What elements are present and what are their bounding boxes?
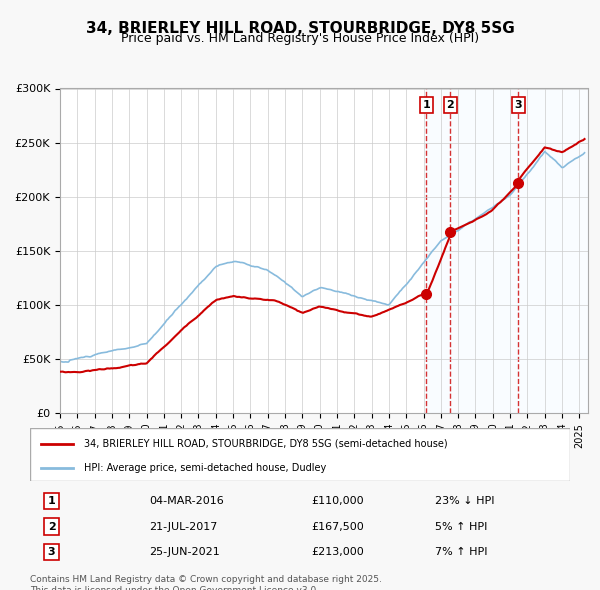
Text: Contains HM Land Registry data © Crown copyright and database right 2025.
This d: Contains HM Land Registry data © Crown c… — [30, 575, 382, 590]
Text: Price paid vs. HM Land Registry's House Price Index (HPI): Price paid vs. HM Land Registry's House … — [121, 32, 479, 45]
Text: 1: 1 — [48, 496, 55, 506]
Text: £167,500: £167,500 — [311, 522, 364, 532]
Text: 21-JUL-2017: 21-JUL-2017 — [149, 522, 217, 532]
Text: 3: 3 — [515, 100, 522, 110]
Text: 25-JUN-2021: 25-JUN-2021 — [149, 547, 220, 557]
Text: 2: 2 — [48, 522, 55, 532]
FancyBboxPatch shape — [30, 428, 570, 481]
Text: 04-MAR-2016: 04-MAR-2016 — [149, 496, 224, 506]
Text: 5% ↑ HPI: 5% ↑ HPI — [435, 522, 487, 532]
Text: £110,000: £110,000 — [311, 496, 364, 506]
Text: £213,000: £213,000 — [311, 547, 364, 557]
Text: 2: 2 — [446, 100, 454, 110]
Bar — [427, 88, 588, 413]
Text: 3: 3 — [48, 547, 55, 557]
Text: 23% ↓ HPI: 23% ↓ HPI — [435, 496, 494, 506]
Text: 7% ↑ HPI: 7% ↑ HPI — [435, 547, 487, 557]
Text: 1: 1 — [422, 100, 430, 110]
Text: 34, BRIERLEY HILL ROAD, STOURBRIDGE, DY8 5SG (semi-detached house): 34, BRIERLEY HILL ROAD, STOURBRIDGE, DY8… — [84, 439, 448, 448]
Text: 34, BRIERLEY HILL ROAD, STOURBRIDGE, DY8 5SG: 34, BRIERLEY HILL ROAD, STOURBRIDGE, DY8… — [86, 21, 514, 35]
Text: HPI: Average price, semi-detached house, Dudley: HPI: Average price, semi-detached house,… — [84, 463, 326, 473]
